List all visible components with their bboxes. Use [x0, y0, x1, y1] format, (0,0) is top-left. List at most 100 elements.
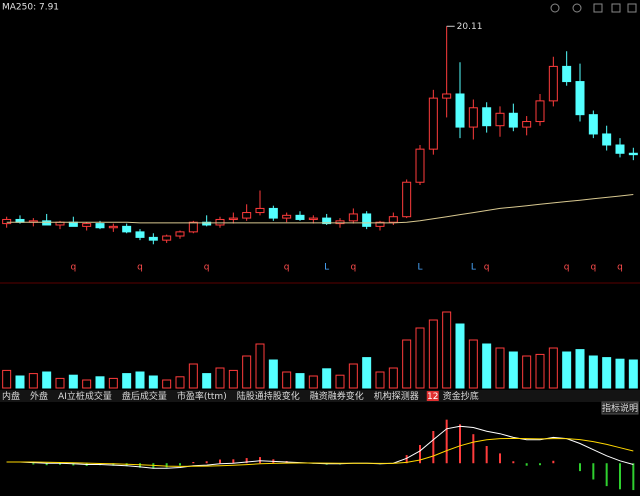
volume-bar	[602, 357, 612, 389]
candle-body	[602, 133, 612, 146]
volume-bar	[375, 371, 385, 389]
volume-bar	[228, 369, 238, 389]
volume-bar	[68, 374, 78, 389]
volume-bar	[508, 351, 518, 389]
candle-body	[95, 223, 105, 229]
tab[interactable]: 资金抄底	[443, 390, 479, 402]
volume-bar	[255, 343, 265, 389]
badge: 12	[427, 392, 438, 402]
signal-marker: q	[350, 263, 356, 273]
candle-body	[202, 221, 212, 226]
volume-bar	[428, 319, 438, 389]
candle-body	[242, 212, 252, 219]
candle-body	[82, 223, 92, 227]
tab[interactable]: 融资融券变化	[310, 390, 364, 402]
volume-bar	[162, 379, 172, 389]
signal-marker: q	[564, 263, 570, 273]
volume-bar	[535, 353, 545, 389]
signal-marker: q	[204, 263, 210, 273]
candle-body	[108, 225, 118, 229]
tab[interactable]: AI立桩成交量	[58, 390, 112, 402]
candle-body	[468, 107, 478, 128]
candle-body	[2, 218, 12, 225]
candle-body	[402, 181, 412, 218]
candle-body	[308, 217, 318, 220]
candle-body	[562, 65, 572, 83]
candle-body	[335, 220, 345, 225]
volume-bar	[442, 311, 452, 389]
dif-line	[6, 425, 634, 469]
tab[interactable]: 外盘	[30, 390, 48, 402]
candle-body	[508, 112, 518, 128]
volume-bar	[615, 358, 625, 389]
volume-bar	[588, 355, 598, 389]
volume-bar	[548, 347, 558, 389]
candle-body	[628, 152, 638, 156]
volume-bar	[348, 363, 358, 389]
signal-marker: L	[471, 263, 476, 273]
candle-body	[282, 214, 292, 219]
candle-body	[522, 121, 532, 128]
candle-body	[122, 225, 132, 233]
volume-bar	[495, 347, 505, 389]
max-price-label: 20.11	[457, 22, 483, 32]
candle-body	[495, 112, 505, 127]
candle-body	[188, 221, 198, 233]
volume-bar	[28, 373, 38, 389]
volume-bar	[402, 339, 412, 389]
volume-bar	[522, 355, 532, 389]
volume-bar	[628, 359, 638, 389]
signal-marker: q	[137, 263, 143, 273]
candle-body	[548, 65, 558, 102]
badge-bg	[426, 391, 439, 401]
volume-bar	[242, 355, 252, 389]
volume-bar	[415, 327, 425, 389]
volume-bar	[175, 376, 185, 389]
tab[interactable]: 内盘	[2, 390, 20, 402]
volume-bar	[455, 323, 465, 389]
candle-body	[428, 97, 438, 150]
volume-bar	[55, 377, 65, 389]
signal-marker: L	[324, 263, 329, 273]
tab[interactable]: 机构探测器	[374, 390, 419, 402]
candle-body	[135, 231, 145, 238]
tab[interactable]: 盘后成交量	[122, 390, 167, 402]
candle-body	[215, 218, 225, 226]
ma250-line	[6, 194, 634, 224]
volume-bar	[202, 373, 212, 389]
candle-body	[162, 235, 172, 241]
candle-body	[535, 100, 545, 123]
signal-marker: q	[484, 263, 490, 273]
signal-marker: q	[617, 263, 623, 273]
volume-bar	[2, 369, 12, 389]
volume-bar	[295, 373, 305, 389]
signal-marker: q	[284, 263, 290, 273]
candle-body	[148, 236, 158, 241]
help-button-label[interactable]: 指标说明	[602, 402, 638, 414]
tab-bar	[0, 390, 640, 402]
volume-bar	[388, 367, 398, 389]
tab[interactable]: 市盈率(ttm)	[177, 390, 227, 402]
signal-marker: q	[70, 263, 76, 273]
candle-body	[442, 93, 452, 99]
volume-bar	[15, 375, 25, 389]
volume-bar	[95, 376, 105, 389]
volume-bar	[82, 379, 92, 389]
dea-line	[6, 437, 634, 467]
candle-body	[362, 213, 372, 227]
candle-body	[295, 214, 305, 220]
signal-marker: L	[417, 263, 422, 273]
candle-body	[388, 216, 398, 223]
help-button[interactable]	[601, 401, 639, 415]
tab[interactable]: 陆股通持股变化	[237, 390, 300, 402]
volume-bar	[322, 368, 332, 389]
volume-bar	[482, 343, 492, 389]
candle-body	[42, 220, 52, 226]
candle-body	[375, 221, 385, 227]
candle-body	[588, 114, 598, 135]
volume-bar	[42, 371, 52, 389]
window-icons	[550, 3, 637, 13]
volume-bar	[135, 371, 145, 389]
volume-bar	[122, 373, 132, 389]
candle-body	[255, 207, 265, 214]
